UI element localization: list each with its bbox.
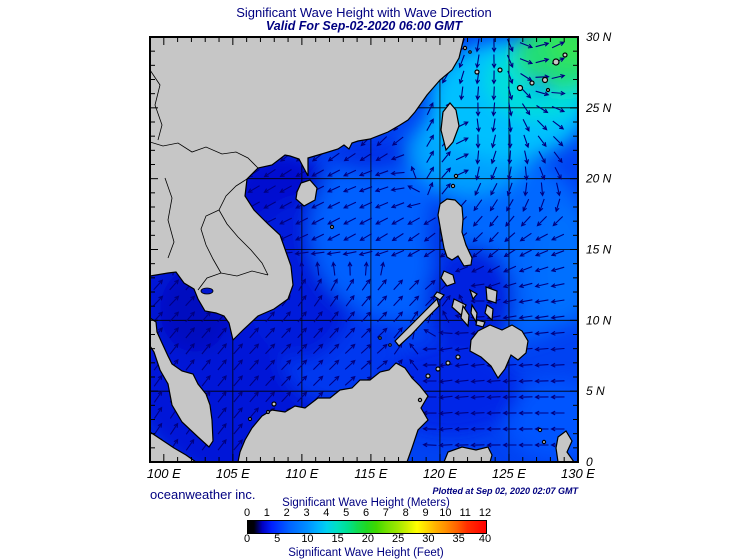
colorbar-feet-tick-label: 10	[301, 533, 314, 545]
plotted-at-text: Plotted at Sep 02, 2020 02:07 GMT	[432, 486, 578, 496]
lake-tonle-sap	[200, 287, 214, 295]
island-dot	[435, 366, 441, 372]
land-borneo	[237, 362, 429, 462]
lat-axis-label: 5 N	[586, 384, 605, 398]
lon-axis-label: 130 E	[561, 466, 595, 481]
land-busuanga	[433, 291, 445, 301]
colorbar-feet-tick-label: 25	[392, 533, 405, 545]
colorbar-feet-tick-label: 20	[361, 533, 375, 545]
land-mindanao	[469, 324, 529, 380]
island-dot	[378, 336, 382, 340]
colorbar-meters-tick-label: 10	[439, 507, 452, 519]
island-dot	[271, 401, 277, 407]
colorbar-feet-label: Significant Wave Height (Feet)	[288, 547, 444, 559]
island-dot	[474, 69, 480, 75]
colorbar-meters-tick-label: 7	[382, 507, 389, 519]
lon-axis-label: 105 E	[216, 466, 250, 481]
island-dot	[468, 50, 472, 54]
land-mainland-asia	[150, 37, 465, 448]
lat-axis-label: 0	[586, 455, 593, 469]
island-dot	[552, 58, 560, 66]
island-dot	[545, 87, 551, 93]
land-masbate	[468, 288, 478, 301]
colorbar-feet-tick-label: 35	[452, 533, 465, 545]
colorbar-meters-tick-label: 2	[283, 507, 290, 519]
valid-time-subtitle: Valid For Sep-02-2020 06:00 GMT	[265, 19, 463, 33]
colorbar-feet-ticks: 0 5 10 15 20 25 30 35 40	[243, 533, 491, 545]
colorbar-gradient	[247, 520, 487, 534]
land-hainan	[295, 179, 318, 207]
colorbar-meters-tick-label: 12	[478, 507, 492, 519]
island-dot	[329, 224, 335, 230]
colorbar-meters-tick-label: 6	[362, 507, 370, 519]
island-dot	[516, 84, 524, 92]
colorbar-feet-tick-label: 0	[243, 533, 251, 545]
colorbar-feet-tick-label: 40	[478, 533, 492, 545]
page-title: Significant Wave Height with Wave Direct…	[236, 5, 492, 20]
lat-axis-label: 30 N	[586, 30, 612, 44]
land-taiwan	[440, 102, 460, 152]
island-dot	[562, 52, 568, 58]
landmasses	[150, 37, 575, 462]
lon-axis-label: 120 E	[423, 466, 457, 481]
land-leyte	[484, 304, 494, 322]
map-frame-ticks	[150, 37, 578, 462]
island-dot	[425, 373, 431, 379]
lat-axis-label: 10 N	[586, 313, 612, 327]
colorbar-meters-tick-label: 0	[243, 507, 251, 519]
colorbar-feet-tick-label: 30	[422, 533, 435, 545]
lat-axis-label: 25 N	[585, 101, 612, 115]
land-negros	[460, 304, 470, 328]
colorbar-meters-ticks: 0 1 2 3 4 5 6 7 8 9 10 11 12	[243, 507, 491, 519]
lon-axis-label: 100 E	[147, 466, 181, 481]
land-mindoro	[440, 270, 456, 287]
land-palawan	[394, 297, 440, 347]
colorbar-meters-label: Significant Wave Height (Meters)	[282, 497, 450, 509]
colorbar-meters-tick-label: 11	[459, 507, 471, 519]
island-dot	[450, 183, 456, 189]
island-dot	[417, 397, 423, 403]
lat-axis-label: 15 N	[586, 243, 612, 257]
island-dot	[265, 409, 271, 415]
island-dot	[388, 343, 392, 347]
lon-axis-label: 125 E	[492, 466, 526, 481]
island-dot	[497, 67, 503, 73]
country-borders	[150, 69, 269, 291]
island-dot	[247, 416, 253, 422]
island-dot	[462, 45, 468, 51]
island-dot	[445, 360, 451, 366]
island-dot	[529, 80, 535, 86]
land-halmahera	[555, 430, 575, 462]
island-dot	[453, 173, 459, 179]
credit-text: oceanweather inc.	[150, 487, 256, 502]
island-dot	[541, 76, 549, 84]
island-dot	[455, 354, 461, 360]
land-sulawesi-tip	[443, 446, 493, 462]
colorbar-meters-tick-label: 3	[303, 507, 310, 519]
island-dot	[541, 439, 547, 445]
lon-axis-label: 115 E	[354, 466, 387, 481]
lon-axis-label: 110 E	[285, 466, 318, 481]
land-sumatra	[150, 431, 198, 462]
colorbar-feet-tick-label: 15	[331, 533, 344, 545]
colorbar-feet-tick-label: 5	[274, 533, 281, 545]
island-dot	[537, 427, 543, 433]
colorbar-meters-tick-label: 9	[422, 507, 429, 519]
land-luzon	[437, 198, 473, 267]
land-bohol	[475, 319, 486, 328]
colorbar-meters-tick-label: 1	[263, 507, 270, 519]
lat-axis-label: 20 N	[585, 172, 612, 186]
colorbar-meters-tick-label: 4	[323, 507, 330, 519]
land-samar	[485, 286, 498, 304]
axis-labels: 100 E 105 E 110 E 115 E 120 E 125 E 130 E 30 N 2…	[147, 30, 612, 481]
colorbar-meters-tick-label: 5	[343, 507, 350, 519]
colorbar-meters-tick-label: 8	[402, 507, 409, 519]
